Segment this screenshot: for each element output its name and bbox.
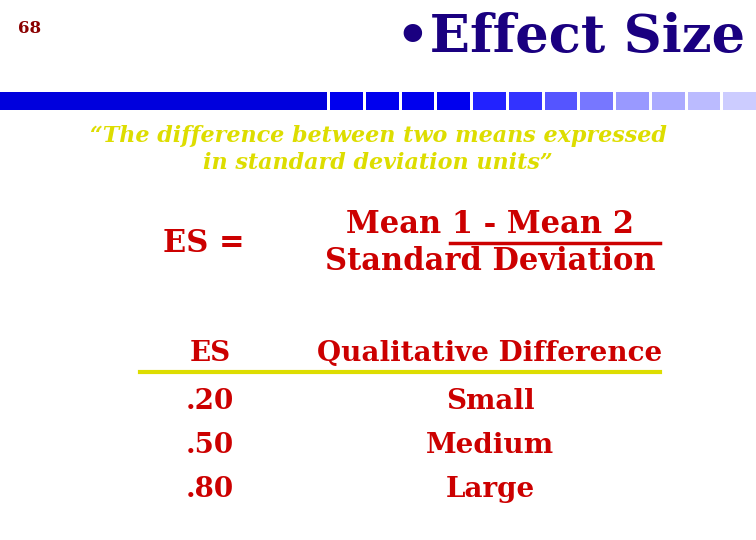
Bar bbox=[544, 92, 578, 110]
Bar bbox=[401, 92, 434, 110]
Text: Qualitative Difference: Qualitative Difference bbox=[318, 340, 662, 367]
Text: ES: ES bbox=[190, 340, 231, 367]
Text: •Effect Size: •Effect Size bbox=[396, 12, 745, 63]
Bar bbox=[330, 92, 363, 110]
Bar bbox=[581, 92, 613, 110]
Text: Standard Deviation: Standard Deviation bbox=[324, 246, 655, 277]
Text: 68: 68 bbox=[18, 20, 41, 37]
Bar bbox=[437, 92, 470, 110]
Bar bbox=[652, 92, 684, 110]
Text: Small: Small bbox=[446, 388, 534, 415]
Text: Medium: Medium bbox=[426, 432, 554, 459]
Bar bbox=[687, 92, 720, 110]
Text: Mean 1 - Mean 2: Mean 1 - Mean 2 bbox=[346, 209, 634, 240]
Bar bbox=[366, 92, 398, 110]
Bar bbox=[0, 92, 327, 110]
Text: in standard deviation units”: in standard deviation units” bbox=[203, 152, 553, 174]
Text: .50: .50 bbox=[186, 432, 234, 459]
Bar bbox=[723, 92, 756, 110]
Bar bbox=[616, 92, 649, 110]
Text: ES =: ES = bbox=[163, 227, 245, 259]
Bar bbox=[509, 92, 541, 110]
Text: Large: Large bbox=[445, 476, 534, 503]
Text: .20: .20 bbox=[186, 388, 234, 415]
Bar bbox=[473, 92, 506, 110]
Text: “The difference between two means expressed: “The difference between two means expres… bbox=[89, 125, 667, 147]
Text: .80: .80 bbox=[186, 476, 234, 503]
